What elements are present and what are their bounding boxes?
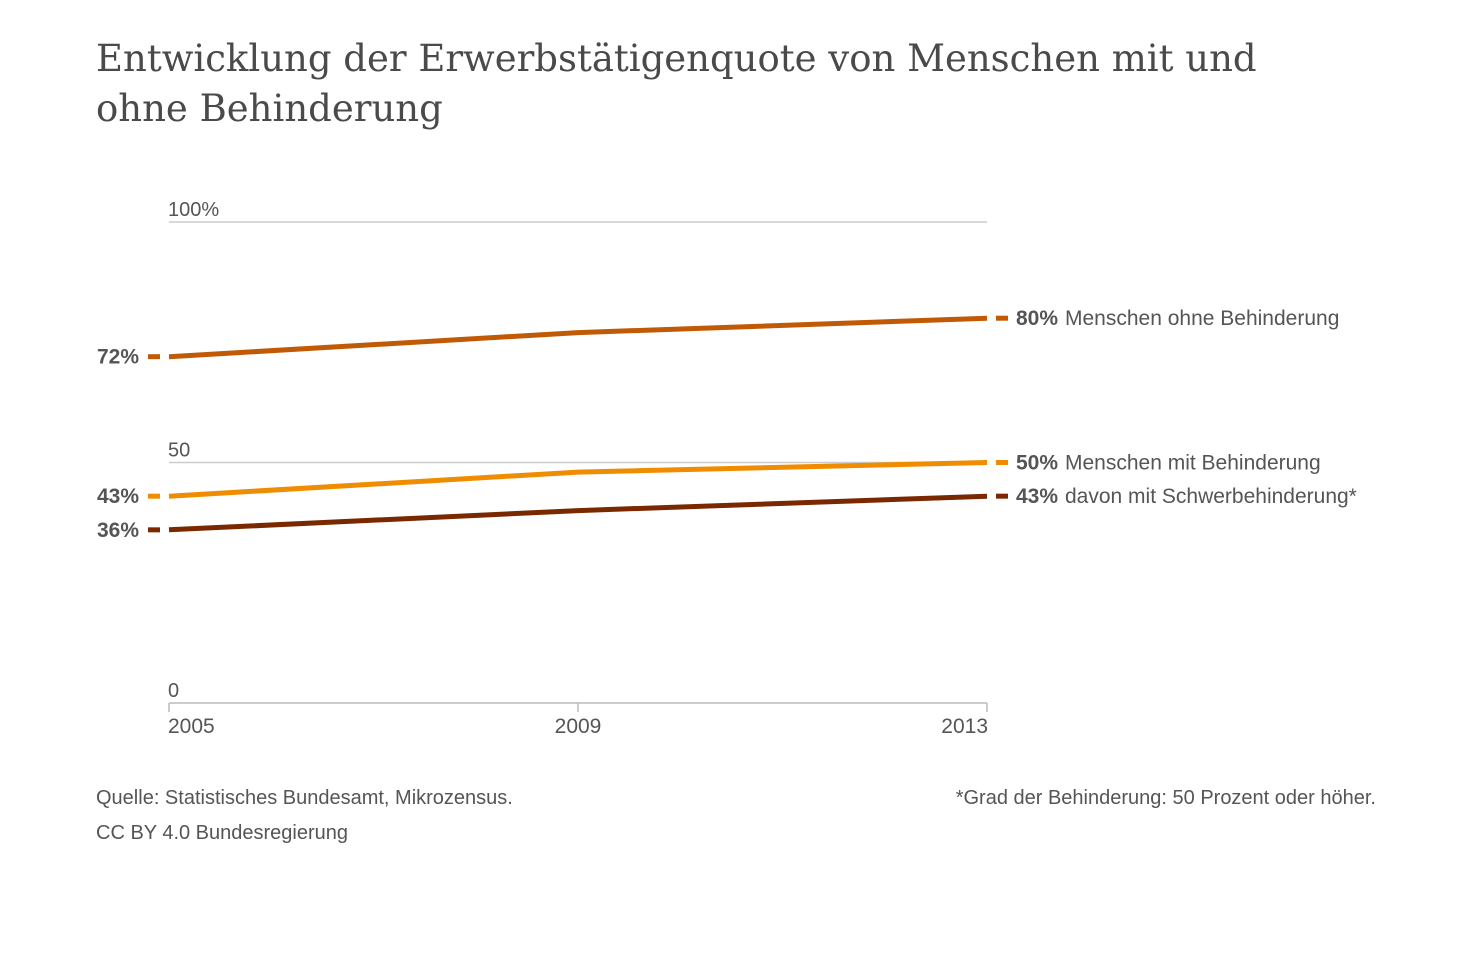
- start-value-label: 72%: [97, 346, 139, 369]
- y-tick-label: 0: [168, 680, 179, 702]
- series-line-menschen-ohne-behinderung: [168, 315, 988, 360]
- label-layer: 72% 80% Menschen ohne Behinderung 43% 50% Men…: [97, 307, 1357, 542]
- series-name-label: Menschen mit Behinderung: [1065, 452, 1321, 475]
- footnote: *Grad der Behinderung: 50 Prozent oder h…: [955, 787, 1376, 809]
- x-tick-label: 2009: [555, 715, 602, 738]
- end-value-label: 43%: [1016, 485, 1058, 508]
- start-value-label: 43%: [97, 485, 139, 508]
- start-value-label: 36%: [97, 519, 139, 542]
- series-line-menschen-mit-behinderung: [168, 460, 988, 499]
- series-name-label: Menschen ohne Behinderung: [1065, 307, 1339, 330]
- series-layer: [168, 315, 988, 533]
- license-note: CC BY 4.0 Bundesregierung: [96, 822, 349, 844]
- series-line-davon-mit-schwerbehinderung: [168, 493, 988, 533]
- end-value-label: 50%: [1016, 452, 1058, 475]
- y-tick-label: 50: [168, 440, 190, 462]
- y-tick-label: 100%: [168, 199, 219, 221]
- x-tick-label: 2013: [941, 715, 988, 738]
- chart-title: Entwicklung der Erwerbstätigenquote von …: [96, 37, 1257, 130]
- end-value-label: 80%: [1016, 307, 1058, 330]
- source-note: Quelle: Statistisches Bundesamt, Mikroze…: [96, 787, 513, 809]
- x-tick-label: 2005: [168, 715, 215, 738]
- grid-layer: 100% 50 0 2005 2009 2013: [168, 199, 988, 738]
- series-name-label: davon mit Schwerbehinderung*: [1065, 485, 1357, 508]
